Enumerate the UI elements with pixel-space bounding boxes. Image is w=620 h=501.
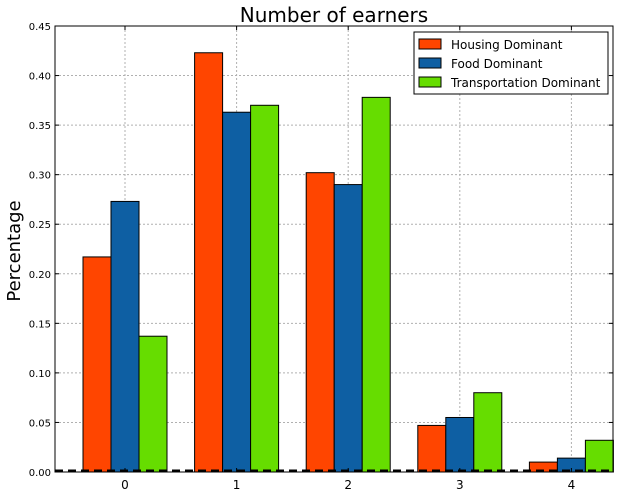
legend-label: Transportation Dominant	[450, 76, 601, 90]
bar	[417, 424, 447, 473]
y-tick-label: 0.20	[29, 270, 51, 281]
bar	[82, 256, 112, 473]
legend-swatch	[418, 57, 442, 69]
legend-box	[413, 31, 609, 95]
chart-title: Number of earners	[240, 3, 428, 27]
y-tick-label: 0.00	[29, 468, 51, 479]
bar	[138, 335, 168, 473]
y-tick-label: 0.10	[29, 369, 51, 380]
x-tick-label: 2	[344, 478, 352, 492]
bar	[333, 184, 363, 473]
bar	[361, 96, 391, 473]
bar	[305, 172, 335, 473]
y-tick-label: 0.25	[29, 220, 51, 231]
legend-swatch	[418, 76, 442, 88]
x-tick-label: 1	[233, 478, 241, 492]
x-tick-label: 0	[121, 478, 129, 492]
bar	[445, 416, 475, 473]
bar	[584, 439, 614, 473]
legend-swatch	[418, 38, 442, 50]
y-tick-label: 0.15	[29, 319, 51, 330]
bar	[222, 111, 252, 473]
legend: Housing Dominant Food Dominant Transportat…	[413, 31, 609, 95]
y-tick-label: 0.40	[29, 72, 51, 83]
y-tick-label: 0.35	[29, 121, 51, 132]
plot-frame	[54, 25, 614, 473]
y-tick-label: 0.45	[29, 22, 51, 33]
y-axis-label: Percentage	[4, 200, 25, 301]
bar	[473, 392, 503, 473]
legend-label: Food Dominant	[451, 57, 543, 71]
y-tick-label: 0.05	[29, 418, 51, 429]
x-tick-label: 4	[568, 478, 576, 492]
bar	[110, 200, 140, 473]
x-axis: 0 1 2 3 4	[121, 26, 575, 492]
bars	[82, 52, 614, 473]
y-tick-label: 0.30	[29, 171, 51, 182]
x-tick-label: 3	[456, 478, 464, 492]
legend-label: Housing Dominant	[451, 38, 563, 52]
y-axis: 0.00 0.05 0.10 0.15 0.20 0.25 0.30 0.35 0.40 0.45	[29, 22, 613, 479]
bar	[250, 104, 280, 473]
bar	[194, 52, 224, 473]
